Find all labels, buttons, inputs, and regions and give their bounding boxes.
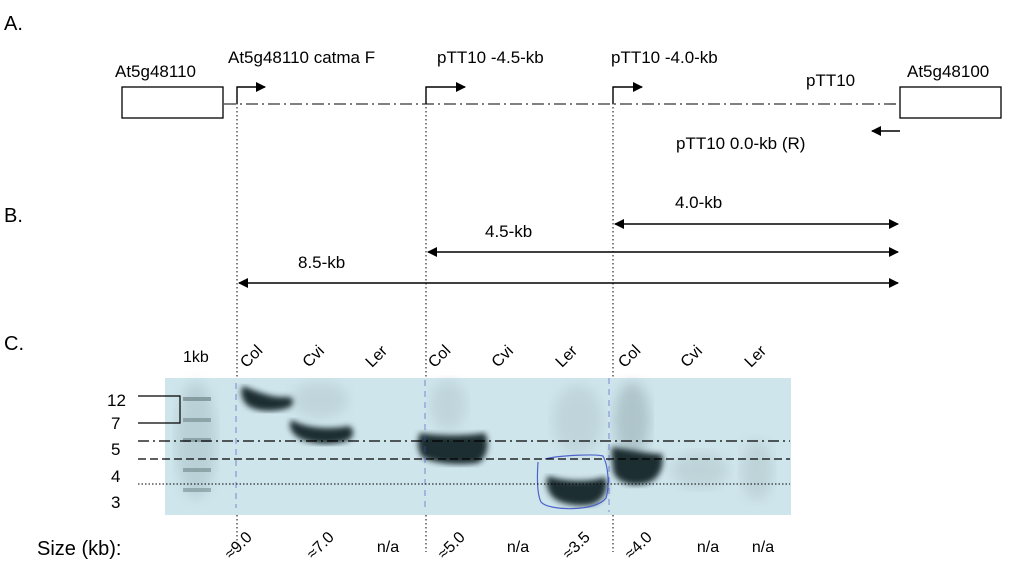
lane-label-ler: Ler — [363, 342, 392, 371]
band-col-4-0kb — [611, 447, 663, 485]
primer-label-pTT10: pTT10 — [806, 71, 855, 90]
size-value: ≈5.0 — [435, 529, 469, 563]
band-col-8-5kb — [241, 386, 294, 411]
primer-label-catma-f: At5g48110 catma F — [228, 48, 375, 67]
size-value: n/a — [377, 539, 399, 556]
size-value: n/a — [752, 539, 774, 556]
size-value: ≈3.5 — [560, 529, 594, 563]
size-values: ≈9.0 ≈7.0 n/a ≈5.0 n/a ≈3.5 ≈4.0 n/a n/a — [222, 529, 774, 563]
band-ler-4-5kb — [546, 476, 607, 506]
gel-image — [165, 378, 791, 515]
lane-smear — [430, 380, 466, 430]
lane-label-cvi: Cvi — [678, 343, 706, 371]
lane-label-col: Col — [425, 342, 454, 371]
primer-arrow-4-5kb — [425, 82, 466, 104]
size-value: ≈4.0 — [622, 529, 656, 563]
lane-label-cvi: Cvi — [300, 343, 328, 371]
size-value: n/a — [697, 539, 719, 556]
primer-arrow-catma-f — [236, 82, 266, 104]
size-value: ≈7.0 — [304, 529, 338, 563]
marker-4: 4 — [111, 467, 120, 486]
size-row-label: Size (kb): — [37, 538, 121, 560]
gene-label-at5g48100: At5g48100 — [907, 62, 989, 81]
section-label-b: B. — [4, 205, 23, 227]
primer-label-reverse: pTT10 0.0-kb (R) — [676, 134, 805, 153]
fragment-label-4-5kb: 4.5-kb — [485, 222, 532, 241]
section-label-a: A. — [4, 13, 23, 35]
marker-3: 3 — [111, 493, 120, 512]
section-label-c: C. — [4, 333, 24, 355]
ladder-band — [183, 438, 211, 442]
lane-labels: Col Cvi Ler Col Cvi Ler Col Cvi Ler — [237, 342, 770, 371]
primer-label-4-5kb: pTT10 -4.5-kb — [437, 48, 544, 67]
lane-label-col: Col — [237, 342, 266, 371]
fragment-label-8-5kb: 8.5-kb — [298, 253, 345, 272]
lane-smear — [741, 440, 773, 500]
lane-smear — [553, 385, 603, 455]
lane-label-ler: Ler — [553, 342, 582, 371]
lane-smear — [614, 382, 650, 458]
ladder-band — [183, 418, 211, 422]
lane-label-col: Col — [615, 342, 644, 371]
primer-label-4-0kb: pTT10 -4.0-kb — [611, 48, 718, 67]
fragment-label-4-0kb: 4.0-kb — [675, 193, 722, 212]
ladder-label: 1kb — [183, 349, 209, 366]
marker-bracket — [138, 395, 181, 424]
pen-circle — [536, 454, 609, 510]
gene-label-at5g48110: At5g48110 — [115, 62, 196, 81]
lane-smear — [292, 382, 348, 418]
gene-box-at5g48110 — [121, 86, 224, 119]
lane-smear — [672, 452, 728, 488]
size-value: n/a — [507, 539, 529, 556]
marker-12: 12 — [107, 391, 126, 410]
size-value: ≈9.0 — [222, 529, 256, 563]
ladder-band — [183, 488, 211, 492]
ladder-band — [183, 468, 211, 472]
lane-label-ler: Ler — [742, 342, 771, 371]
ladder-band — [183, 397, 211, 401]
lane-label-cvi: Cvi — [489, 343, 517, 371]
marker-7: 7 — [111, 414, 120, 433]
band-cvi-8-5kb — [289, 420, 354, 444]
primer-arrow-4-0kb — [612, 82, 643, 104]
marker-5: 5 — [111, 440, 120, 459]
gene-box-at5g48100 — [899, 86, 1002, 119]
